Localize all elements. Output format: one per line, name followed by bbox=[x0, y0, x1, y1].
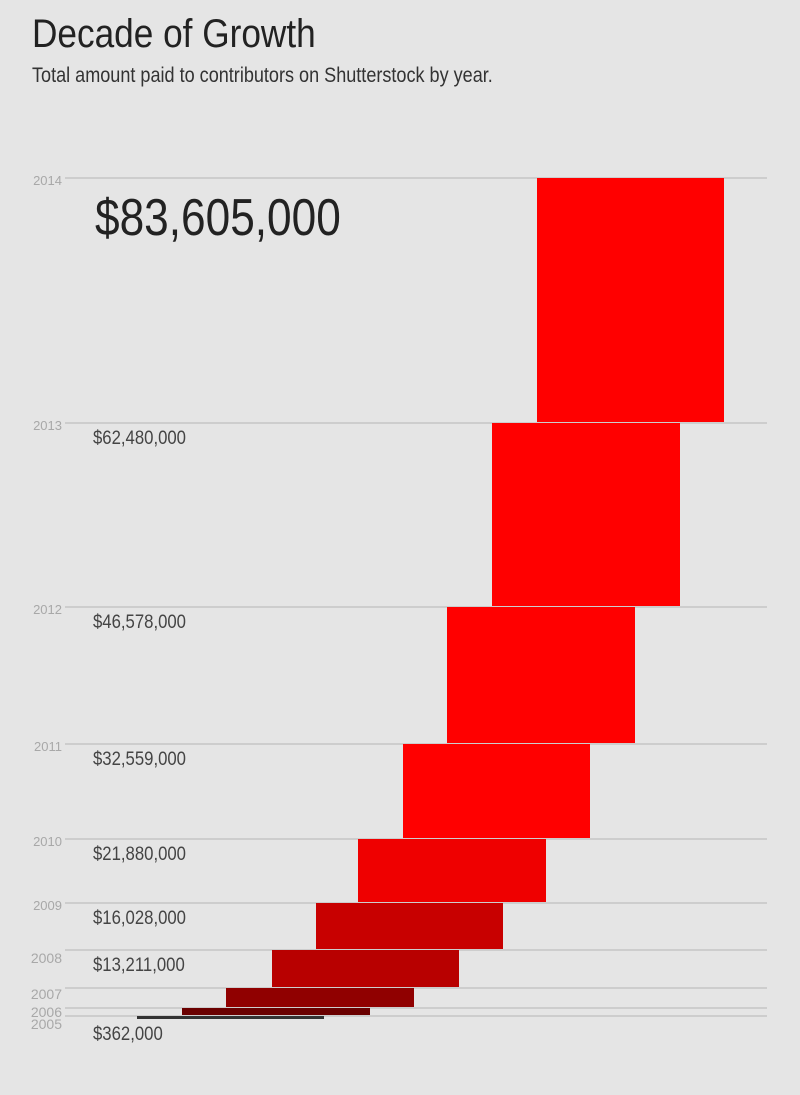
amount-label-2014: $83,605,000 bbox=[95, 189, 341, 247]
gridline-2012 bbox=[65, 606, 767, 608]
gridline-2014 bbox=[65, 177, 767, 179]
amount-label-2010: $21,880,000 bbox=[93, 844, 186, 865]
amount-label-2009: $16,028,000 bbox=[93, 908, 186, 929]
amount-label-2011: $32,559,000 bbox=[93, 749, 186, 770]
gridline-2005 bbox=[65, 1015, 767, 1017]
bar-2011 bbox=[403, 744, 590, 839]
bar-2005 bbox=[137, 1016, 324, 1019]
year-label: 2013 bbox=[33, 418, 62, 433]
chart-title: Decade of Growth bbox=[32, 12, 316, 56]
year-label: 2011 bbox=[34, 739, 62, 754]
year-label: 2007 bbox=[30, 986, 62, 1002]
bar-2010 bbox=[358, 839, 546, 903]
year-label: 2014 bbox=[33, 173, 62, 188]
amount-label-2005: $362,000 bbox=[93, 1024, 163, 1045]
year-label: 2012 bbox=[33, 602, 62, 617]
gridline-2007 bbox=[65, 987, 767, 989]
bar-2014 bbox=[537, 178, 724, 423]
bar-2013 bbox=[492, 423, 680, 607]
chart-subtitle: Total amount paid to contributors on Shu… bbox=[32, 64, 493, 87]
gridline-2006 bbox=[65, 1007, 767, 1009]
bar-2008 bbox=[272, 950, 459, 988]
year-label: 2009 bbox=[33, 898, 62, 913]
amount-label-2008: $13,211,000 bbox=[93, 955, 185, 976]
bar-2012 bbox=[447, 607, 635, 744]
bar-2007 bbox=[226, 988, 414, 1008]
year-label: 2006 bbox=[30, 1004, 62, 1020]
gridline-2013 bbox=[65, 422, 767, 424]
year-label: 2008 bbox=[30, 950, 62, 966]
year-label: 2005 bbox=[30, 1016, 62, 1032]
year-label: 2010 bbox=[33, 834, 62, 849]
bar-2009 bbox=[316, 903, 503, 950]
amount-label-2012: $46,578,000 bbox=[93, 612, 186, 633]
amount-label-2013: $62,480,000 bbox=[93, 428, 186, 449]
